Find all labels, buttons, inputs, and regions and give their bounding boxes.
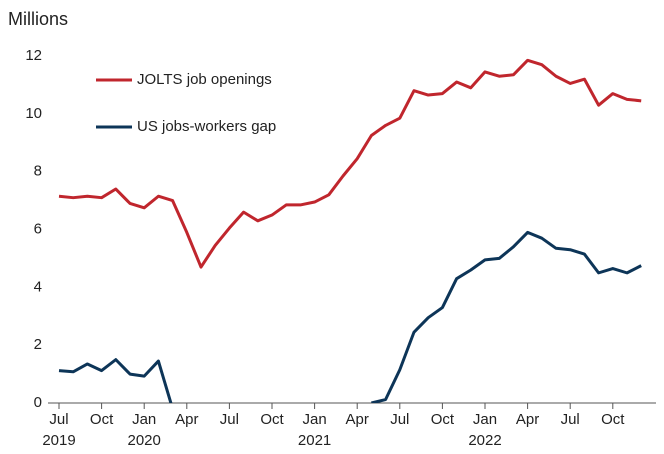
- y-axis-title: Millions: [8, 9, 68, 29]
- series-line: [58, 230, 642, 403]
- series-line: [58, 58, 642, 269]
- x-tick-label: Jul: [390, 411, 409, 428]
- x-year-label: 2021: [298, 432, 331, 449]
- legend-label: JOLTS job openings: [137, 71, 272, 88]
- x-year-label: 2022: [468, 432, 501, 449]
- x-year-label: 2020: [128, 432, 161, 449]
- y-tick-label: 12: [25, 47, 42, 64]
- plot-area: [58, 58, 642, 403]
- x-tick-label: Apr: [346, 411, 369, 428]
- y-tick-label: 6: [34, 220, 42, 237]
- y-tick-label: 8: [34, 163, 42, 180]
- legend-label: US jobs-workers gap: [137, 118, 276, 135]
- x-tick-label: Oct: [90, 411, 114, 428]
- x-tick-label: Oct: [260, 411, 284, 428]
- x-tick-label: Jan: [132, 411, 156, 428]
- x-tick-label: Jul: [561, 411, 580, 428]
- y-tick-label: 0: [34, 394, 42, 411]
- x-tick-label: Oct: [601, 411, 625, 428]
- y-tick-label: 4: [34, 278, 42, 295]
- x-tick-label: Jan: [303, 411, 327, 428]
- y-tick-label: 2: [34, 336, 42, 353]
- x-tick-label: Jul: [49, 411, 68, 428]
- y-tick-label: 10: [25, 105, 42, 122]
- x-tick-label: Jul: [220, 411, 239, 428]
- x-year-label: 2019: [42, 432, 75, 449]
- x-tick-label: Apr: [175, 411, 198, 428]
- x-tick-label: Apr: [516, 411, 539, 428]
- x-tick-label: Oct: [431, 411, 455, 428]
- x-tick-label: Jan: [473, 411, 497, 428]
